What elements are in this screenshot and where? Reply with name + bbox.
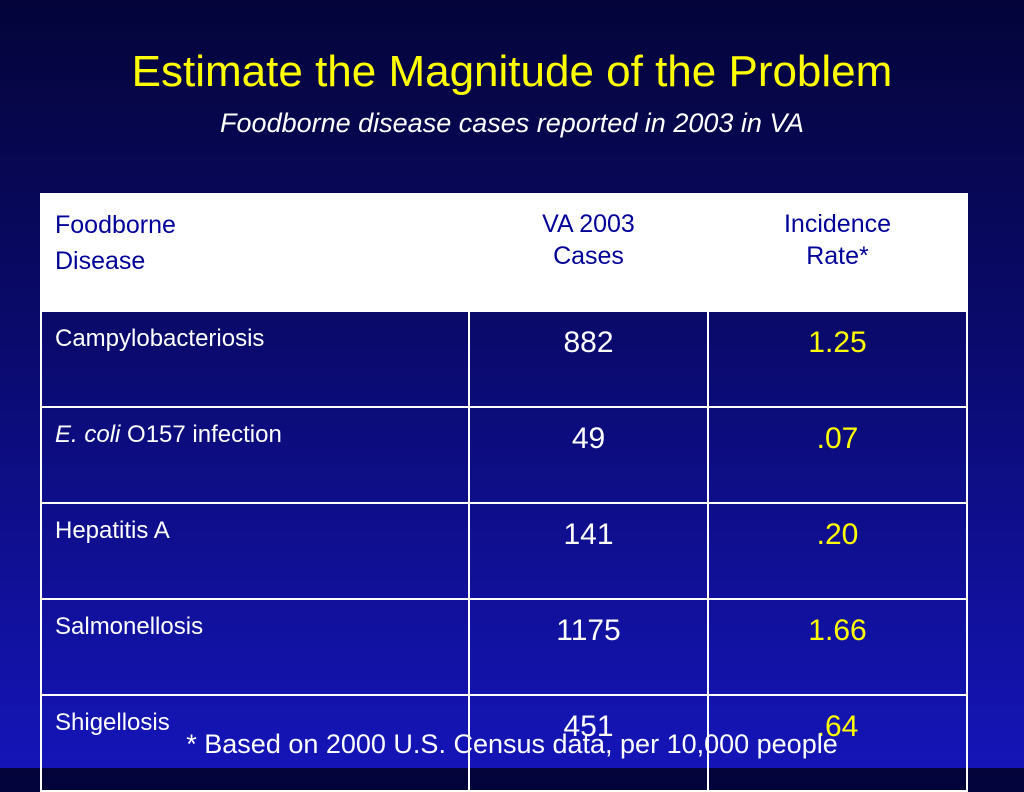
header-cases: VA 2003 Cases — [468, 193, 709, 312]
case-count: 882 — [468, 310, 709, 408]
incidence-rate: 1.66 — [707, 598, 968, 696]
disease-name: Hepatitis A — [40, 502, 470, 600]
case-count: 1175 — [468, 598, 709, 696]
incidence-rate: .07 — [707, 406, 968, 504]
disease-name: E. coli O157 infection — [40, 406, 470, 504]
table-row: Campylobacteriosis 882 1.25 — [40, 310, 968, 408]
slide-subtitle: Foodborne disease cases reported in 2003… — [220, 108, 804, 138]
footnote: * Based on 2000 U.S. Census data, per 10… — [186, 729, 838, 759]
incidence-rate: .20 — [707, 502, 968, 600]
header-rate-line2: Rate* — [806, 242, 869, 270]
disease-name-italic: E. coli — [55, 421, 121, 448]
header-disease-line1: Foodborne — [55, 211, 176, 239]
disease-name: Salmonellosis — [40, 598, 470, 696]
table-header-row: Foodborne Disease VA 2003 Cases Incidenc… — [40, 193, 968, 312]
header-rate-line1: Incidence — [783, 210, 892, 238]
case-count: 141 — [468, 502, 709, 600]
disease-name: Campylobacteriosis — [40, 310, 470, 408]
header-disease-line2: Disease — [55, 247, 146, 275]
case-count: 49 — [468, 406, 709, 504]
table-row: E. coli O157 infection 49 .07 — [40, 406, 968, 504]
disease-table-container: Foodborne Disease VA 2003 Cases Incidenc… — [40, 193, 968, 792]
header-cases-line2: Cases — [553, 242, 624, 270]
table-row: Hepatitis A 141 .20 — [40, 502, 968, 600]
header-rate: Incidence Rate* — [707, 193, 968, 312]
disease-name-rest: O157 infection — [120, 421, 282, 448]
table-row: Salmonellosis 1175 1.66 — [40, 598, 968, 696]
slide-title: Estimate the Magnitude of the Problem — [131, 47, 893, 96]
incidence-rate: 1.25 — [707, 310, 968, 408]
header-cases-line1: VA 2003 — [542, 210, 635, 238]
disease-table: Foodborne Disease VA 2003 Cases Incidenc… — [40, 193, 968, 792]
header-disease: Foodborne Disease — [40, 193, 470, 312]
